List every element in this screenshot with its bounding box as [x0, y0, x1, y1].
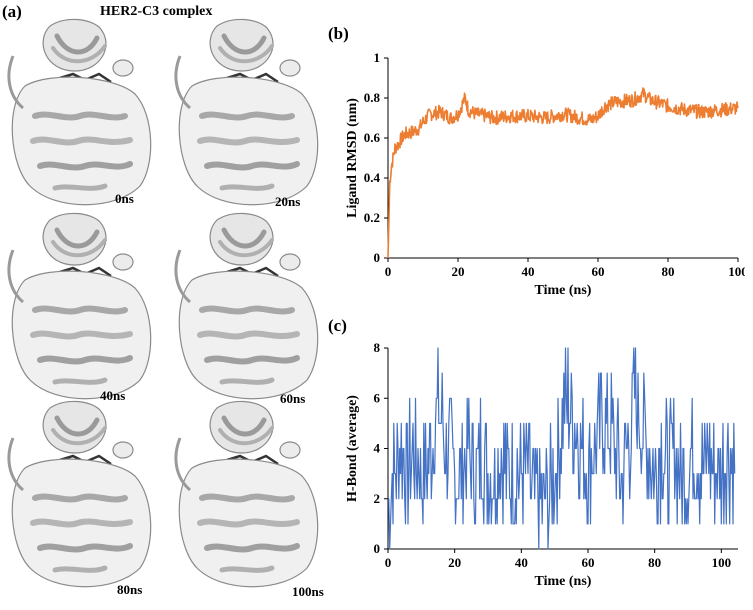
- y-tick-label: 1: [374, 50, 381, 65]
- y-tick-label: 6: [374, 390, 381, 405]
- x-tick-label: 100: [712, 555, 732, 570]
- y-axis-label: H-Bond (average): [345, 395, 360, 502]
- x-tick-label: 0: [385, 264, 392, 279]
- snapshot-label-20ns: 20ns: [275, 194, 301, 209]
- ligand-rmsd-series-line: [387, 87, 739, 259]
- snapshot-100ns: [176, 401, 318, 586]
- snapshot-80ns: [9, 401, 151, 586]
- y-tick-label: 0.6: [364, 130, 381, 145]
- x-axis-label: Time (ns): [535, 283, 592, 298]
- x-tick-label: 0: [385, 555, 392, 570]
- x-tick-label: 80: [662, 264, 675, 279]
- y-tick-label: 0: [374, 250, 381, 265]
- x-axis-label: Time (ns): [535, 574, 592, 589]
- panel-c-label: (c): [328, 316, 347, 335]
- snapshot-0ns: [9, 19, 151, 204]
- y-tick-label: 8: [374, 340, 381, 355]
- snapshot-60ns: [176, 213, 318, 398]
- snapshot-label-40ns: 40ns: [100, 388, 126, 403]
- x-tick-label: 80: [648, 555, 661, 570]
- x-tick-label: 20: [452, 264, 465, 279]
- y-tick-label: 0: [374, 541, 381, 556]
- panel-a-label: (a): [2, 2, 22, 21]
- x-tick-label: 40: [522, 264, 535, 279]
- h-bond-series-line: [388, 347, 736, 550]
- x-tick-label: 40: [515, 555, 528, 570]
- x-tick-label: 20: [448, 555, 461, 570]
- y-tick-label: 0.4: [364, 170, 381, 185]
- snapshot-label-100ns: 100ns: [292, 584, 324, 599]
- x-tick-label: 60: [582, 555, 595, 570]
- y-axis-label: Ligand RMSD (nm): [345, 98, 360, 218]
- x-tick-label: 100: [728, 264, 745, 279]
- y-tick-label: 2: [374, 491, 381, 506]
- complex-title: HER2-C3 complex: [100, 4, 213, 19]
- y-tick-label: 0.8: [364, 90, 381, 105]
- snapshot-20ns: [176, 19, 318, 204]
- protein-snapshot-grid: [0, 14, 340, 604]
- y-tick-label: 0.2: [364, 210, 380, 225]
- y-tick-label: 4: [374, 441, 381, 456]
- snapshot-label-80ns: 80ns: [117, 582, 143, 597]
- x-tick-label: 60: [592, 264, 605, 279]
- rmsd-chart: 0 0.2 0.4 0.6 0.8 1 0 20 40 60 80 100 Time (ns) Ligan…: [345, 50, 745, 298]
- panel-b-label: (b): [328, 24, 349, 43]
- snapshot-40ns: [9, 213, 151, 398]
- snapshot-label-0ns: 0ns: [115, 191, 134, 206]
- snapshot-label-60ns: 60ns: [280, 391, 306, 406]
